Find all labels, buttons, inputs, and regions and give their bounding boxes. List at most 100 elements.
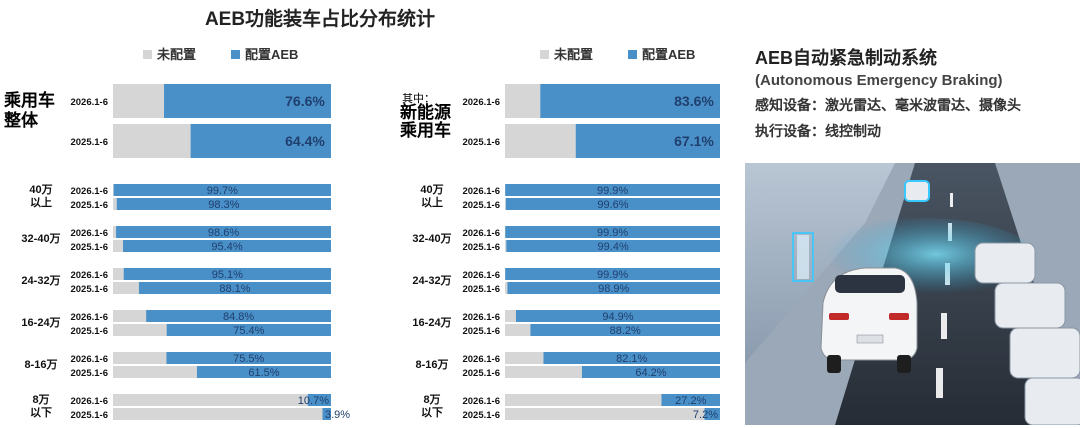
info-subheading: (Autonomous Emergency Braking) bbox=[755, 72, 1003, 89]
category-label: 16-24万 bbox=[21, 316, 60, 329]
row-period-label: 2026.1-6 bbox=[70, 270, 108, 281]
bar-configured bbox=[507, 282, 720, 294]
bar-value-label: 99.6% bbox=[597, 199, 628, 211]
chart-title-prefix: 其中： bbox=[402, 92, 435, 105]
bar-value-label: 98.9% bbox=[598, 283, 629, 295]
row-period-label: 2025.1-6 bbox=[70, 326, 108, 337]
category-label: 8万 bbox=[32, 393, 49, 406]
summary-value-label: 67.1% bbox=[674, 133, 714, 149]
bar-value-label: 95.4% bbox=[211, 241, 242, 253]
row-period-label: 2026.1-6 bbox=[462, 312, 500, 323]
bar-configured bbox=[123, 240, 331, 252]
bar-not-configured bbox=[113, 394, 308, 406]
bar-not-configured bbox=[505, 366, 582, 378]
summary-value-label: 64.4% bbox=[285, 133, 325, 149]
bar-not-configured bbox=[113, 240, 124, 252]
category-label: 以下 bbox=[30, 406, 52, 419]
category-label: 40万 bbox=[29, 183, 52, 196]
category-label: 8-16万 bbox=[415, 358, 448, 371]
bar-not-configured bbox=[505, 310, 516, 322]
bar-value-label: 99.9% bbox=[597, 227, 628, 239]
bar-configured bbox=[505, 184, 720, 196]
chart-title-line: 新能源 bbox=[400, 102, 451, 122]
bar-value-label: 7.2% bbox=[693, 409, 718, 421]
bar-value-label: 99.9% bbox=[597, 185, 628, 197]
summary-bar-configured bbox=[575, 124, 720, 158]
bar-value-label: 64.2% bbox=[635, 367, 666, 379]
bar-value-label: 88.1% bbox=[219, 283, 250, 295]
bar-configured bbox=[138, 282, 331, 294]
chart-title-line: 乘用车 bbox=[3, 90, 55, 110]
bar-not-configured bbox=[505, 324, 531, 336]
bar-not-configured bbox=[113, 366, 197, 378]
bar-configured bbox=[704, 408, 720, 420]
row-period-label: 2026.1-6 bbox=[462, 186, 500, 197]
summary-period-label: 2025.1-6 bbox=[462, 137, 500, 148]
bar-configured bbox=[506, 240, 720, 252]
category-label: 32-40万 bbox=[21, 232, 60, 245]
bar-value-label: 95.1% bbox=[212, 269, 243, 281]
row-period-label: 2025.1-6 bbox=[462, 410, 500, 421]
summary-bar-configured bbox=[164, 84, 331, 118]
bar-value-label: 82.1% bbox=[616, 353, 647, 365]
legend-swatch-not-configured bbox=[143, 50, 152, 59]
bar-not-configured bbox=[505, 394, 662, 406]
bar-value-label: 98.6% bbox=[208, 227, 239, 239]
row-period-label: 2025.1-6 bbox=[462, 368, 500, 379]
category-label: 8-16万 bbox=[24, 358, 57, 371]
row-period-label: 2026.1-6 bbox=[70, 396, 108, 407]
bar-not-configured bbox=[113, 198, 117, 210]
chart-title: AEB功能装车占比分布统计 bbox=[204, 9, 436, 30]
bar-value-label: 61.5% bbox=[248, 367, 279, 379]
bar-configured bbox=[581, 366, 720, 378]
summary-value-label: 76.6% bbox=[285, 93, 325, 109]
aeb-illustration bbox=[745, 163, 1080, 425]
row-period-label: 2026.1-6 bbox=[70, 186, 108, 197]
row-period-label: 2026.1-6 bbox=[462, 396, 500, 407]
bar-not-configured bbox=[505, 240, 507, 252]
row-period-label: 2026.1-6 bbox=[462, 228, 500, 239]
bar-configured bbox=[322, 408, 331, 420]
bar-configured bbox=[515, 310, 720, 322]
bar-not-configured bbox=[505, 198, 506, 210]
bar-configured bbox=[530, 324, 720, 336]
summary-bar-not-configured bbox=[113, 124, 191, 158]
bar-value-label: 75.5% bbox=[233, 353, 264, 365]
bar-configured bbox=[116, 226, 331, 238]
bar-configured bbox=[113, 184, 332, 196]
summary-bar-not-configured bbox=[505, 84, 541, 118]
bar-configured bbox=[307, 394, 331, 406]
row-period-label: 2026.1-6 bbox=[70, 354, 108, 365]
category-label: 24-32万 bbox=[21, 274, 60, 287]
legend-swatch-configured bbox=[231, 50, 240, 59]
row-period-label: 2025.1-6 bbox=[462, 284, 500, 295]
bar-configured bbox=[166, 352, 331, 364]
summary-period-label: 2026.1-6 bbox=[462, 97, 500, 108]
bar-not-configured bbox=[113, 268, 124, 280]
bar-configured bbox=[505, 268, 720, 280]
bar-configured bbox=[505, 198, 720, 210]
bar-value-label: 3.9% bbox=[325, 409, 350, 421]
info-heading: AEB自动紧急制动系统 bbox=[755, 48, 938, 68]
bar-not-configured bbox=[113, 352, 167, 364]
bar-configured bbox=[166, 324, 331, 336]
row-period-label: 2026.1-6 bbox=[462, 354, 500, 365]
bar-configured bbox=[196, 366, 331, 378]
bar-value-label: 94.9% bbox=[602, 311, 633, 323]
row-period-label: 2025.1-6 bbox=[70, 410, 108, 421]
bar-not-configured bbox=[113, 408, 323, 420]
bar-not-configured bbox=[113, 324, 167, 336]
summary-value-label: 83.6% bbox=[674, 93, 714, 109]
row-period-label: 2026.1-6 bbox=[462, 270, 500, 281]
bar-not-configured bbox=[505, 282, 508, 294]
summary-bar-configured bbox=[540, 84, 720, 118]
bar-value-label: 75.4% bbox=[233, 325, 264, 337]
legend-label-configured: 配置AEB bbox=[642, 47, 695, 62]
row-period-label: 2025.1-6 bbox=[70, 368, 108, 379]
bar-value-label: 98.3% bbox=[208, 199, 239, 211]
bar-not-configured bbox=[113, 282, 139, 294]
row-period-label: 2025.1-6 bbox=[70, 200, 108, 211]
category-label: 32-40万 bbox=[412, 232, 451, 245]
category-label: 以下 bbox=[421, 406, 443, 419]
legend-label-not-configured: 未配置 bbox=[156, 47, 196, 62]
